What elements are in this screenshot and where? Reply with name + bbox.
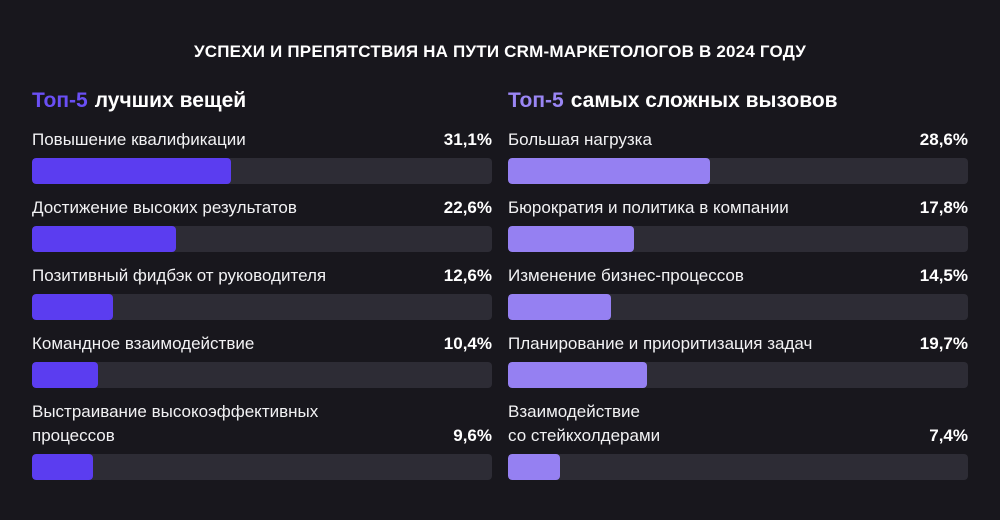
bar [508, 294, 611, 320]
bar [32, 158, 231, 184]
bar-label: Изменение бизнес-процессов [508, 266, 744, 285]
bar-row: Взаимодействие со стейкхолдерами 7,4% [508, 400, 968, 480]
bar-row: Командное взаимодействие 10,4% [32, 332, 492, 400]
bar-value-label: 12,6% [443, 266, 492, 285]
bar-track [508, 226, 968, 252]
bar-value-label: 7,4% [929, 426, 968, 445]
bar-track [32, 294, 492, 320]
bar [508, 454, 561, 480]
bar [508, 362, 648, 388]
bar-track [32, 454, 492, 480]
bar [32, 362, 99, 388]
heading-text: самых сложных вызовов [570, 89, 838, 112]
bar-track [508, 454, 968, 480]
bar-row: Планирование и приоритизация задач 19,7% [508, 332, 968, 400]
challenges-panel: Топ-5 самых сложных вызовов Большая нагруз… [508, 88, 968, 480]
bar-label: Выстраивание высокоэффективных процессов [32, 402, 319, 445]
heading-accent: Топ-5 [32, 89, 88, 112]
bar-value-label: 19,7% [919, 334, 968, 353]
bar-row: Повышение квалификации 31,1% [32, 128, 492, 196]
heading-accent: Топ-5 [508, 89, 564, 112]
bar-label: Бюрократия и политика в компании [508, 198, 789, 217]
bar-track [508, 158, 968, 184]
bar-row: Позитивный фидбэк от руководителя 12,6% [32, 264, 492, 332]
bar-label: Позитивный фидбэк от руководителя [32, 266, 327, 285]
bar-label: Командное взаимодействие [32, 334, 255, 353]
bar-value-label: 14,5% [919, 266, 968, 285]
bar-track [32, 362, 492, 388]
bar-value-label: 28,6% [919, 130, 968, 149]
panel-heading: Топ-5 лучших вещей [32, 88, 492, 118]
bar-value-label: 22,6% [443, 198, 492, 217]
bar-track [32, 158, 492, 184]
bar-track [508, 294, 968, 320]
bar [508, 226, 634, 252]
bar-row: Достижение высоких результатов 22,6% [32, 196, 492, 264]
bar-label: Повышение квалификации [32, 130, 246, 149]
bar-label: Достижение высоких результатов [32, 198, 297, 217]
panel-heading: Топ-5 самых сложных вызовов [508, 88, 968, 118]
bar-track [508, 362, 968, 388]
bar-row: Изменение бизнес-процессов 14,5% [508, 264, 968, 332]
bar [32, 226, 177, 252]
bar-value-label: 31,1% [443, 130, 492, 149]
best-things-panel: Топ-5 лучших вещей Повышение квалификации 3… [32, 88, 492, 480]
heading-text: лучших вещей [94, 89, 247, 112]
bar-track [32, 226, 492, 252]
bar [508, 158, 711, 184]
bar-value-label: 9,6% [453, 426, 492, 445]
bar-value-label: 17,8% [919, 198, 968, 217]
bar-row: Большая нагрузка 28,6% [508, 128, 968, 196]
chart-title: УСПЕХИ И ПРЕПЯТСТВИЯ НА ПУТИ CRM-МАРКЕТО… [193, 42, 807, 61]
bar-label: Планирование и приоритизация задач [508, 334, 813, 353]
bar [32, 294, 113, 320]
bar [32, 454, 94, 480]
bar-label: Большая нагрузка [508, 130, 652, 149]
bar-row: Бюрократия и политика в компании 17,8% [508, 196, 968, 264]
bar-label: Взаимодействие со стейкхолдерами [508, 402, 661, 445]
bar-value-label: 10,4% [443, 334, 492, 353]
bar-row: Выстраивание высокоэффективных процессов 9… [32, 400, 492, 480]
